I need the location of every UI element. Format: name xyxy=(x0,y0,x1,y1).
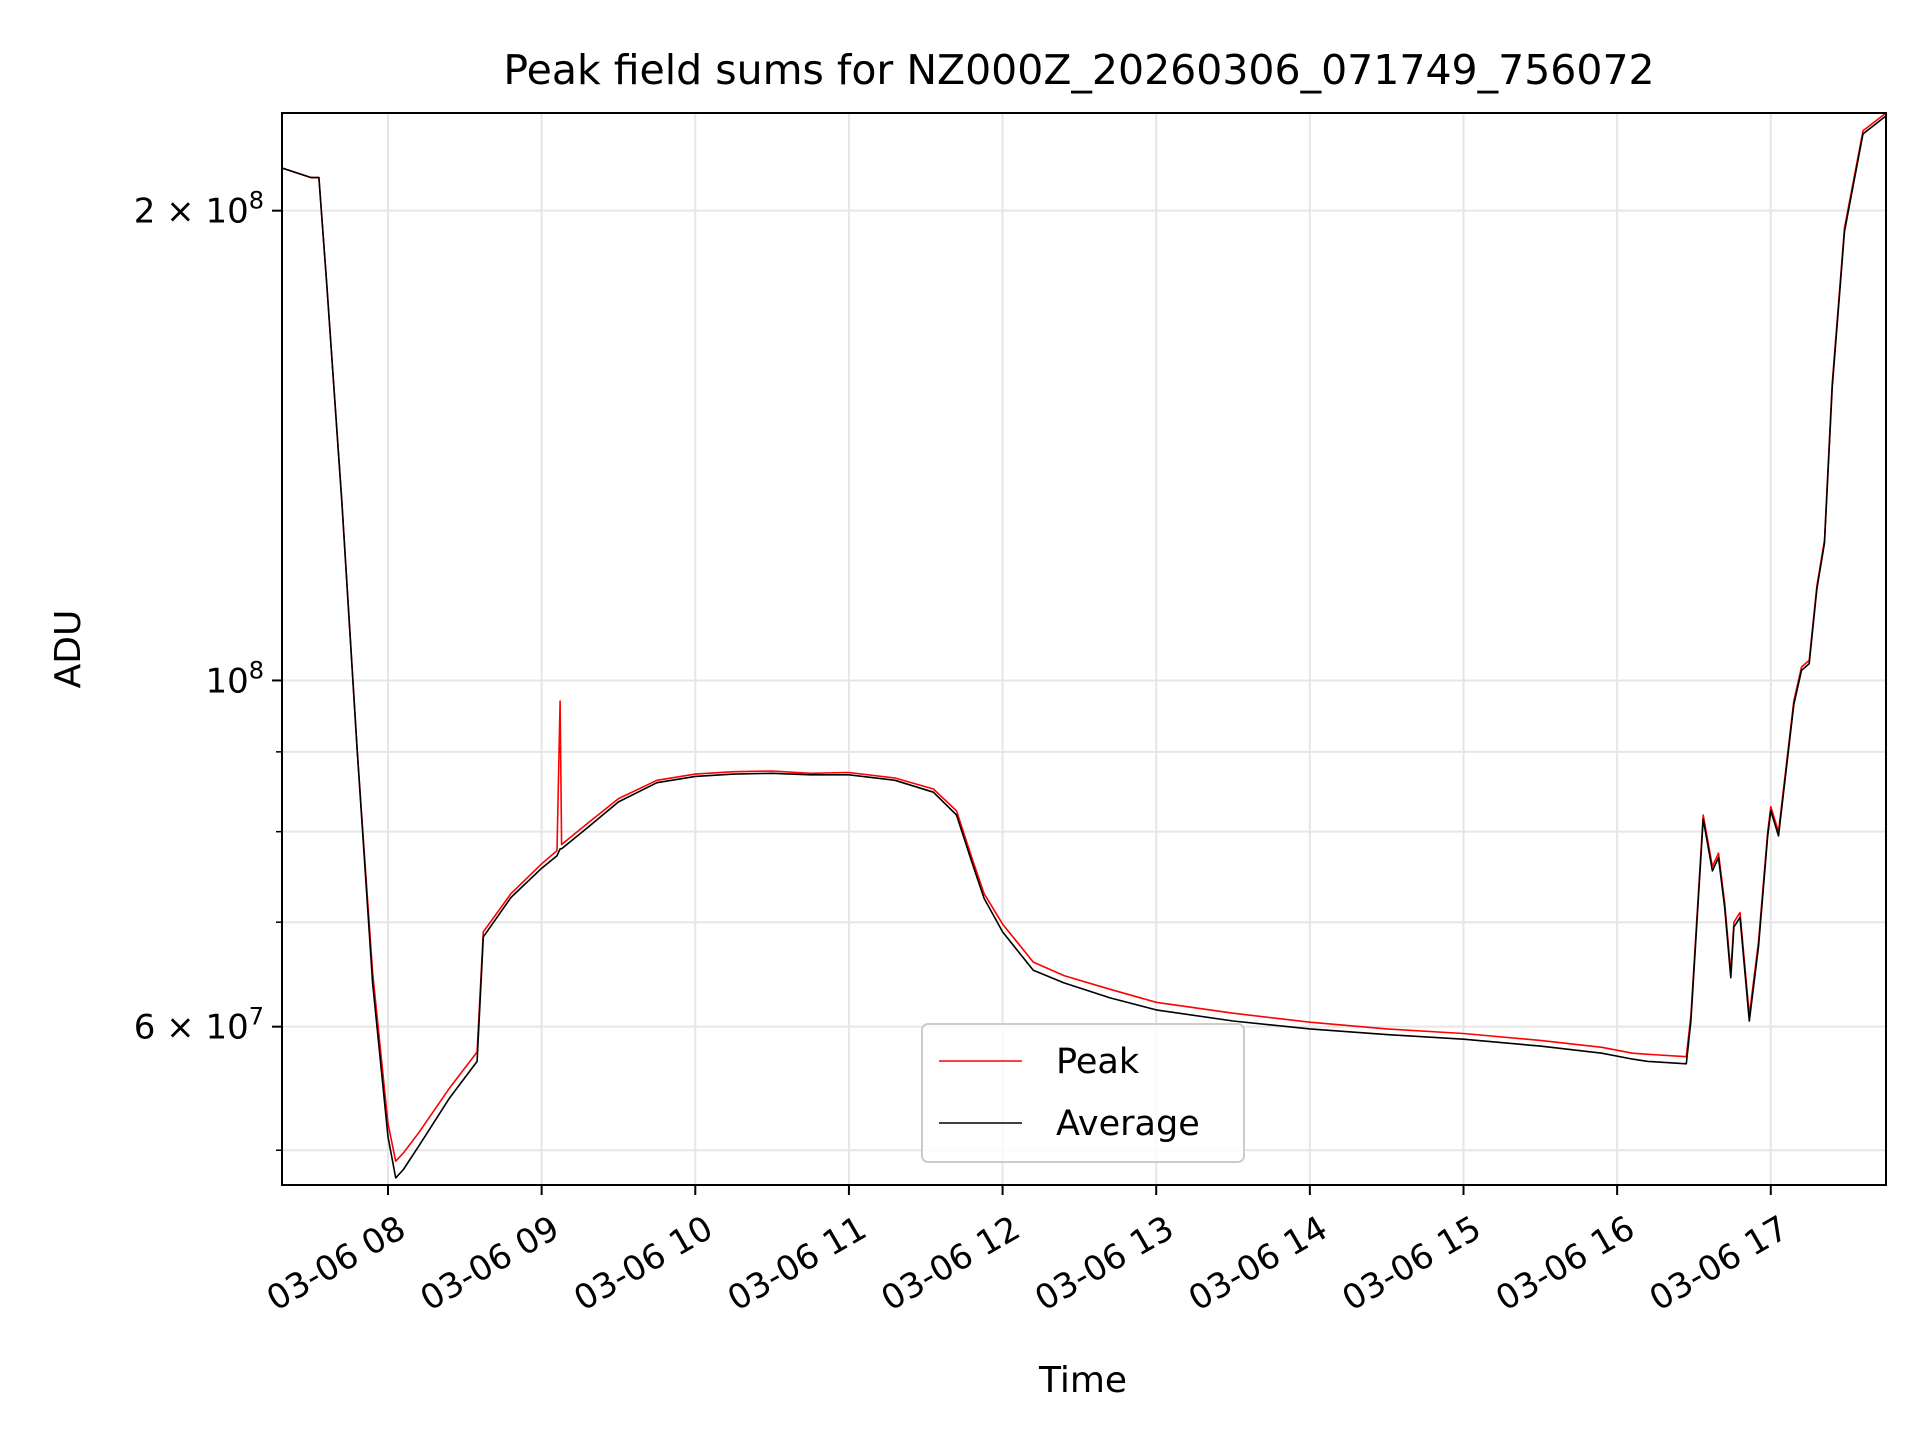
y-tick-label: 6 × 107 xyxy=(134,1003,264,1048)
x-axis-label: Time xyxy=(1038,1360,1127,1401)
y-tick-label: 108 xyxy=(205,656,264,701)
plot-frame xyxy=(281,112,1887,1186)
y-axis-label: ADU xyxy=(48,610,89,689)
chart-title: Peak field sums for NZ000Z_20260306_0717… xyxy=(503,46,1654,94)
series-lines xyxy=(282,113,1886,1179)
legend-label-peak: Peak xyxy=(1056,1042,1140,1082)
legend-box xyxy=(921,1023,1245,1163)
legend: Peak Average xyxy=(921,1023,1245,1163)
y-tick-label: 2 × 108 xyxy=(134,187,264,232)
legend-label-average: Average xyxy=(1056,1104,1200,1144)
series-line-average xyxy=(282,115,1886,1179)
